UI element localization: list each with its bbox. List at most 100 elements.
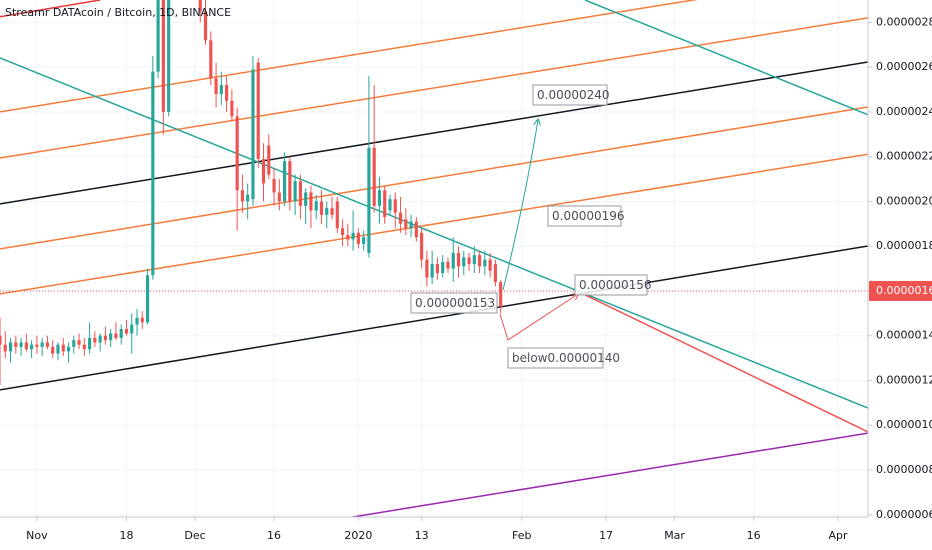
candle-body bbox=[462, 257, 466, 267]
trend-line bbox=[0, 106, 868, 250]
candle-body bbox=[383, 190, 387, 218]
candle-body bbox=[161, 0, 165, 112]
trend-line bbox=[0, 17, 868, 159]
candle-body bbox=[409, 221, 413, 229]
candle-body bbox=[430, 264, 434, 278]
candle-body bbox=[240, 190, 245, 202]
candle-body bbox=[156, 0, 160, 72]
x-tick-label: 16 bbox=[747, 529, 761, 542]
price-tag bbox=[869, 280, 932, 301]
arrow bbox=[502, 120, 538, 291]
x-tick-label: 16 bbox=[267, 529, 281, 542]
candle-body bbox=[72, 340, 76, 347]
x-tick-label: 13 bbox=[415, 529, 429, 542]
candle-body bbox=[230, 100, 234, 117]
candle-body bbox=[103, 335, 107, 341]
candle-body bbox=[478, 255, 482, 267]
candle-body bbox=[209, 40, 213, 79]
x-tick-label: Mar bbox=[664, 529, 685, 542]
price-tag-label: 0.00000160 bbox=[876, 284, 932, 297]
candle-body bbox=[256, 62, 260, 159]
candle-body bbox=[114, 333, 118, 338]
candle-body bbox=[140, 317, 144, 323]
annotation-text: 0.00000240 bbox=[537, 88, 610, 102]
candle-body bbox=[283, 161, 287, 202]
y-tick-label: 0.00000180 bbox=[876, 239, 932, 252]
annotation-box bbox=[507, 347, 604, 369]
trend-line bbox=[0, 57, 868, 409]
candle-body bbox=[367, 147, 371, 253]
candle-body bbox=[483, 259, 487, 267]
candle-body bbox=[298, 181, 302, 206]
y-tick-label: 0.00000260 bbox=[876, 60, 932, 73]
x-tick-label: Apr bbox=[828, 529, 848, 542]
arrows bbox=[499, 120, 578, 341]
y-tick-label: 0.00000080 bbox=[876, 463, 932, 476]
candle-body bbox=[219, 85, 223, 94]
candle-body bbox=[151, 71, 155, 276]
candle-body bbox=[425, 259, 429, 278]
candle-body bbox=[235, 116, 239, 191]
candle-body bbox=[82, 344, 86, 350]
x-tick-label: Feb bbox=[512, 529, 531, 542]
y-tick-label: 0.00000200 bbox=[876, 194, 932, 207]
trend-line bbox=[0, 245, 868, 391]
candle-body bbox=[119, 329, 123, 338]
candle-body bbox=[441, 261, 445, 274]
price-axis bbox=[868, 0, 932, 550]
annotation-text: 0.00000156 bbox=[579, 278, 652, 292]
candle-body bbox=[24, 342, 28, 350]
candle-body bbox=[467, 257, 471, 265]
y-tick-label: 0.00000100 bbox=[876, 418, 932, 431]
annotation-box bbox=[574, 274, 648, 296]
candle-body bbox=[346, 235, 350, 240]
x-tick-label: Nov bbox=[26, 529, 48, 542]
candle-body bbox=[93, 337, 97, 343]
candle-body bbox=[214, 78, 218, 94]
arrow bbox=[499, 294, 578, 341]
annotations: 0.00000240 0.00000196 0.000000153 0.0000015… bbox=[410, 84, 652, 369]
annotation-box bbox=[532, 84, 608, 106]
candle-body bbox=[414, 221, 418, 238]
candle-body bbox=[420, 232, 424, 260]
candle-body bbox=[340, 228, 345, 235]
candle-body bbox=[472, 255, 476, 265]
candle-body bbox=[14, 342, 18, 347]
candle-body bbox=[135, 317, 139, 325]
candle-body bbox=[35, 344, 39, 347]
candle-body bbox=[325, 208, 329, 215]
candle-body bbox=[56, 344, 60, 354]
candle-body bbox=[388, 199, 392, 211]
candle-body bbox=[51, 346, 55, 354]
trend-lines bbox=[0, 0, 868, 517]
candle-body bbox=[203, 11, 208, 41]
x-tick-label: 18 bbox=[119, 529, 133, 542]
candle-body bbox=[319, 201, 324, 215]
candle-body bbox=[335, 201, 339, 229]
annotation-box bbox=[547, 205, 622, 227]
candle-body bbox=[45, 342, 50, 347]
x-tick-label: Dec bbox=[184, 529, 205, 542]
candle-body bbox=[372, 147, 376, 206]
candle-body bbox=[398, 212, 403, 224]
candle-body bbox=[109, 333, 113, 341]
candle-body bbox=[304, 192, 308, 206]
candle-body bbox=[40, 342, 44, 347]
candle-body bbox=[130, 324, 134, 334]
candle-body bbox=[314, 201, 318, 211]
candle-body bbox=[30, 344, 34, 350]
candle-body bbox=[19, 342, 23, 347]
candle-body bbox=[272, 179, 276, 193]
candle-body bbox=[77, 340, 81, 345]
candle-body bbox=[393, 199, 397, 213]
axes: 0.00000060 0.00000080 0.00000100 0.00000120… bbox=[26, 15, 932, 542]
candle-body bbox=[456, 252, 461, 267]
candle-body bbox=[309, 192, 313, 211]
y-tick-label: 0.00000280 bbox=[876, 15, 932, 28]
candles bbox=[0, 0, 503, 385]
candle-body bbox=[246, 194, 250, 202]
candle-body bbox=[0, 335, 2, 345]
candle-body bbox=[225, 85, 229, 101]
trend-line bbox=[0, 0, 698, 113]
